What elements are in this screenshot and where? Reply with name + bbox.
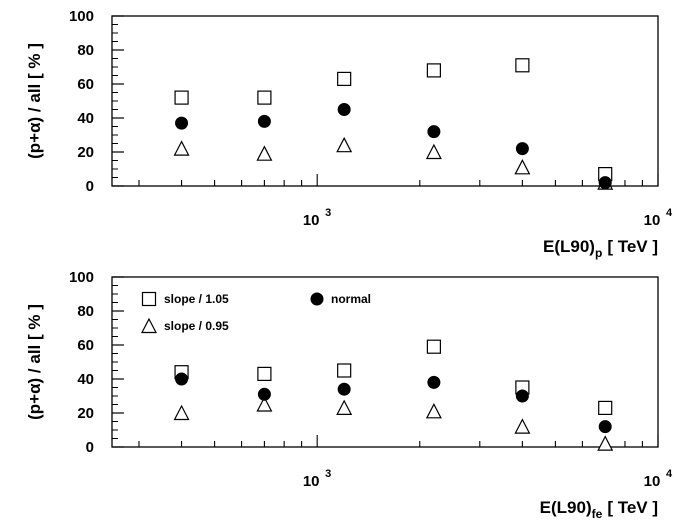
square-point [426, 339, 441, 354]
triangle-point [336, 136, 353, 153]
x-tick-exponent: 3 [325, 207, 331, 219]
y-tick-label: 100 [69, 8, 94, 25]
x-tick-exponent: 3 [325, 468, 331, 480]
triangle-point [173, 404, 190, 421]
y-axis-label: (p+α) / all [ % ] [25, 304, 44, 420]
circle-point [427, 375, 441, 389]
legend-triangle-marker [141, 317, 157, 334]
y-tick-label: 40 [77, 110, 94, 127]
circle-point [337, 103, 351, 116]
y-tick-label: 20 [77, 144, 94, 161]
x-tick-label: 10 [644, 212, 661, 229]
y-tick-label: 100 [69, 269, 94, 286]
square-point [515, 58, 530, 73]
square-point [337, 71, 352, 87]
legend-label: slope / 0.95 [164, 319, 229, 333]
legend: slope / 1.05 normal slope / 0.95 [141, 291, 371, 334]
circle-point [175, 116, 189, 130]
x-tick-label: 10 [303, 473, 320, 490]
y-tick-label: 0 [86, 178, 94, 195]
legend-circle-marker [310, 292, 324, 306]
y-axis-label: (p+α) / all [ % ] [25, 43, 44, 159]
y-tick-label: 40 [77, 371, 94, 388]
square-point [257, 90, 272, 105]
legend-square-marker [141, 291, 157, 307]
x-axis-label: E(L90)fe[ TeV ] [540, 498, 658, 521]
circle-point [515, 389, 529, 403]
circle-point [598, 176, 612, 190]
triangle-point [514, 158, 531, 175]
x-axis-label: E(L90)p[ TeV ] [543, 237, 658, 260]
y-tick-label: 0 [86, 439, 94, 456]
circle-point [257, 114, 271, 128]
plot-frame [111, 15, 659, 187]
triangle-point [256, 145, 273, 161]
square-point [337, 363, 352, 378]
x-tick-label: 10 [303, 212, 320, 229]
triangle-point [425, 402, 442, 419]
triangle-point [256, 396, 273, 412]
triangle-point [336, 399, 353, 415]
square-point [598, 400, 613, 415]
square-point [426, 63, 441, 78]
x-tick-exponent: 4 [666, 468, 673, 480]
chart-panel-2: 0 20 40 60 80 100 10 3 10 4 E(L90)fe[ TeV ] (p+α) /… [25, 269, 673, 521]
square-point [174, 90, 189, 105]
triangle-point [425, 143, 442, 160]
circle-point [598, 420, 612, 434]
circle-point [175, 372, 189, 386]
circle-point [337, 382, 351, 396]
y-tick-label: 60 [77, 337, 94, 354]
y-tick-label: 80 [77, 42, 94, 59]
circle-point [515, 142, 529, 156]
square-point [257, 366, 272, 381]
triangle-point [173, 140, 190, 156]
y-tick-label: 20 [77, 405, 94, 422]
circle-point [257, 387, 271, 401]
triangle-point [597, 435, 614, 451]
y-tick-label: 60 [77, 76, 94, 93]
triangle-point [514, 418, 531, 434]
x-tick-exponent: 4 [666, 207, 673, 219]
x-tick-label: 10 [644, 473, 661, 490]
chart-panel-1: 0 20 40 60 80 100 10 3 10 4 E(L90)p[ TeV ] (p+α) / … [25, 8, 673, 260]
y-tick-label: 80 [77, 303, 94, 320]
legend-label: normal [331, 292, 371, 306]
legend-label: slope / 1.05 [164, 292, 229, 306]
circle-point [427, 125, 441, 139]
